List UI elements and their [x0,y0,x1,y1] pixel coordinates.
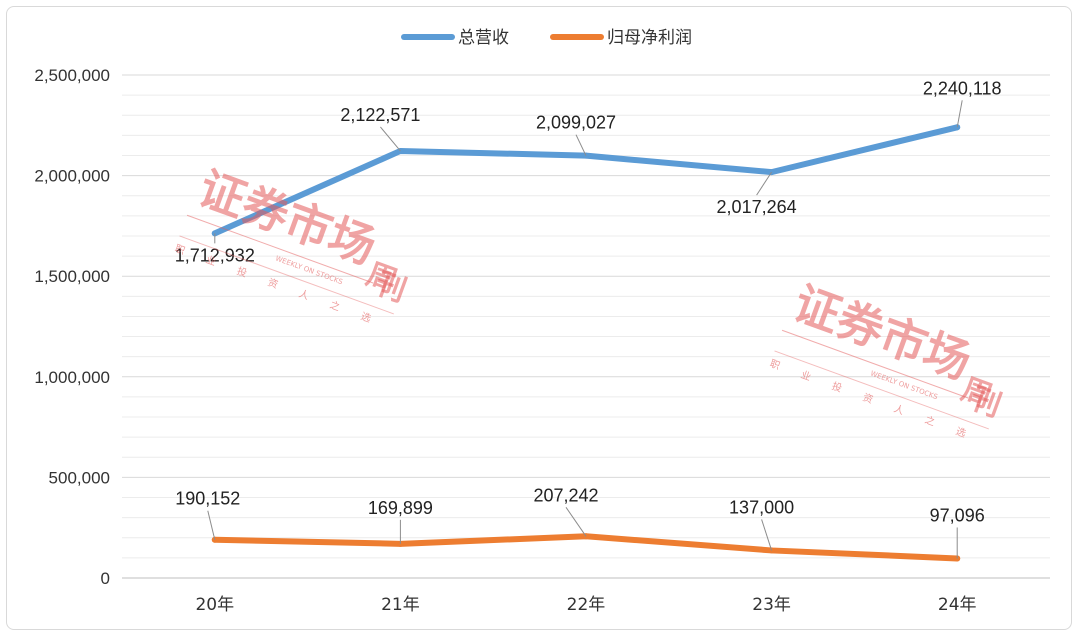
label-leader [956,100,963,128]
y-tick-label: 0 [101,569,110,588]
legend-label: 归母净利润 [607,28,692,48]
watermark-slogan-char: 人 [892,403,906,418]
data-label: 2,017,264 [717,197,797,217]
y-axis-ticks: 0 500,000 1,000,000 1,500,000 2,000,000 2,500… [34,66,110,588]
gridlines [122,74,1050,579]
data-label: 2,122,571 [340,105,420,125]
y-tick-label: 2,500,000 [34,66,110,85]
label-leader [207,510,216,540]
x-axis-ticks: 20年 21年 22年 23年 24年 [195,595,976,615]
watermark-slogan-char: 职 [768,358,782,373]
watermark-rule [774,350,989,430]
watermark-slogan-char: 之 [328,298,342,314]
data-point [954,124,961,131]
data-label: 207,242 [533,485,598,505]
label-leader [756,171,773,196]
data-label: 1,712,932 [175,245,255,265]
data-label: 2,240,118 [923,78,1002,98]
watermark-rule [179,235,394,315]
data-label: 97,096 [930,505,985,525]
watermark-slogan-char: 资 [266,276,280,291]
watermark-slogan-char: 选 [359,309,373,325]
series-line [211,533,961,562]
legend-label: 总营收 [458,28,509,48]
y-tick-label: 500,000 [49,468,110,487]
watermark-slogan-char: 职 [173,243,187,258]
x-tick-label: 24年 [938,595,977,615]
watermark-slogan-char: 业 [204,254,218,269]
data-labels: 1,712,932 2,122,571 2,099,027 2,017,264 2,24… [175,78,1002,559]
legend: 总营收 归母净利润 [401,28,692,48]
y-tick-label: 1,500,000 [34,267,110,286]
y-tick-label: 2,000,000 [34,167,110,186]
label-leader [761,519,773,551]
watermark-rule [186,214,374,284]
data-label: 190,152 [175,489,240,509]
label-leader [565,507,587,537]
data-label: 2,099,027 [536,113,616,133]
watermark-slogan-char: 投 [830,379,844,395]
watermark-slogan-char: 投 [235,264,249,280]
x-tick-label: 23年 [752,595,791,615]
x-tick-label: 21年 [381,595,420,615]
chart-frame [6,6,1072,630]
watermark-slogan-char: 选 [954,424,968,440]
watermark-rule [781,329,969,399]
watermark-slogan-char: 人 [297,288,311,303]
watermark-slogan-char: 之 [923,413,937,429]
data-label: 169,899 [368,498,433,518]
watermark-slogan-char: 资 [861,391,875,406]
watermark-slogan-char: 业 [799,369,813,384]
label-leader [380,126,401,152]
x-tick-label: 22年 [567,595,606,615]
data-label: 137,000 [729,497,794,517]
y-tick-label: 1,000,000 [34,368,110,387]
label-leader [575,134,587,156]
x-tick-label: 20年 [195,595,234,615]
